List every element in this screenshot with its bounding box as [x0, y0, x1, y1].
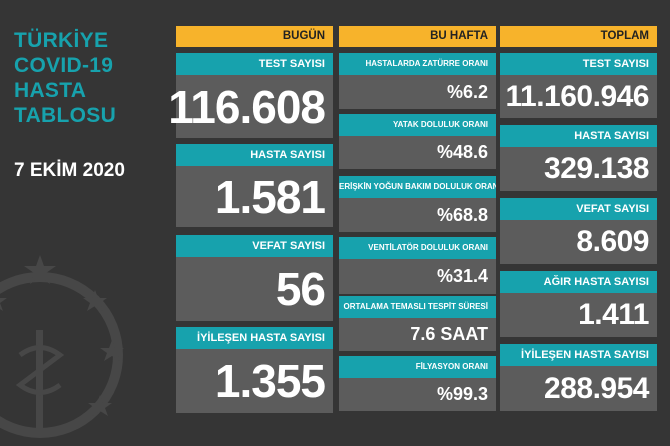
today-column: BUGÜN TEST SAYISI 116.608 HASTA SAYISI 1…: [168, 26, 333, 416]
today-heading: BUGÜN: [176, 26, 333, 47]
title-line-4: TABLOSU: [14, 104, 117, 127]
title-line-2: COVID-19: [14, 54, 114, 77]
total-critical-card: AĞIR HASTA SAYISI 1.411: [500, 271, 657, 337]
ministry-emblem-icon: [0, 255, 124, 438]
week-bed-card: YATAK DOLULUK ORANI %48.6: [339, 114, 496, 169]
week-contact-time-card: ORTALAMA TEMASLI TESPİT SÜRESİ 7.6 SAAT: [339, 296, 496, 351]
total-cases-value: 329.138: [500, 147, 657, 191]
week-pneumonia-label: HASTALARDA ZATÜRRE ORANI: [339, 53, 496, 75]
total-cases-label: HASTA SAYISI: [500, 125, 657, 147]
today-cases-value: 1.581: [176, 166, 333, 227]
week-ventilator-value: %31.4: [339, 259, 496, 294]
week-pneumonia-value: %6.2: [339, 75, 496, 109]
today-recovered-label: İYİLEŞEN HASTA SAYISI: [176, 327, 333, 349]
title-line-3: HASTA: [14, 79, 87, 102]
week-contact-time-value: 7.6 SAAT: [339, 318, 496, 351]
week-filiation-label: FİLYASYON ORANI: [339, 356, 496, 378]
total-deaths-label: VEFAT SAYISI: [500, 198, 657, 220]
page-title: TÜRKİYE COVID-19 HASTA TABLOSU: [14, 28, 116, 128]
today-test-value: 116.608: [168, 75, 333, 138]
week-ventilator-card: VENTİLATÖR DOLULUK ORANI %31.4: [339, 237, 496, 294]
week-pneumonia-card: HASTALARDA ZATÜRRE ORANI %6.2: [339, 53, 496, 109]
week-icu-card: ERİŞKİN YOĞUN BAKIM DOLULUK ORANI %68.8: [339, 176, 496, 232]
this-week-heading: BU HAFTA: [339, 26, 496, 47]
this-week-column: BU HAFTA HASTALARDA ZATÜRRE ORANI %6.2 Y…: [339, 26, 496, 416]
total-column: TOPLAM TEST SAYISI 11.160.946 HASTA SAYI…: [500, 26, 657, 416]
week-filiation-card: FİLYASYON ORANI %99.3: [339, 356, 496, 411]
total-recovered-value: 288.954: [500, 366, 657, 411]
today-test-card: TEST SAYISI 116.608: [168, 53, 333, 138]
week-icu-label: ERİŞKİN YOĞUN BAKIM DOLULUK ORANI: [339, 176, 496, 198]
week-ventilator-label: VENTİLATÖR DOLULUK ORANI: [339, 237, 496, 259]
total-test-card: TEST SAYISI 11.160.946: [500, 53, 657, 118]
total-cases-card: HASTA SAYISI 329.138: [500, 125, 657, 191]
total-recovered-label: İYİLEŞEN HASTA SAYISI: [500, 344, 657, 366]
today-deaths-value: 56: [176, 257, 333, 321]
week-contact-time-label: ORTALAMA TEMASLI TESPİT SÜRESİ: [339, 296, 496, 318]
week-filiation-value: %99.3: [339, 378, 496, 411]
today-test-label: TEST SAYISI: [176, 53, 333, 75]
total-deaths-card: VEFAT SAYISI 8.609: [500, 198, 657, 264]
today-deaths-label: VEFAT SAYISI: [176, 235, 333, 257]
week-bed-value: %48.6: [339, 136, 496, 169]
title-line-1: TÜRKİYE: [14, 29, 109, 52]
total-test-value: 11.160.946: [500, 75, 657, 118]
report-date: 7 EKİM 2020: [14, 160, 125, 181]
total-heading: TOPLAM: [500, 26, 657, 47]
today-cases-card: HASTA SAYISI 1.581: [176, 144, 333, 227]
total-critical-value: 1.411: [500, 293, 657, 337]
today-recovered-value: 1.355: [176, 349, 333, 413]
total-critical-label: AĞIR HASTA SAYISI: [500, 271, 657, 293]
total-deaths-value: 8.609: [500, 220, 657, 264]
week-bed-label: YATAK DOLULUK ORANI: [339, 114, 496, 136]
total-recovered-card: İYİLEŞEN HASTA SAYISI 288.954: [500, 344, 657, 411]
today-cases-label: HASTA SAYISI: [176, 144, 333, 166]
today-recovered-card: İYİLEŞEN HASTA SAYISI 1.355: [176, 327, 333, 413]
week-icu-value: %68.8: [339, 198, 496, 232]
total-test-label: TEST SAYISI: [500, 53, 657, 75]
today-deaths-card: VEFAT SAYISI 56: [176, 235, 333, 321]
